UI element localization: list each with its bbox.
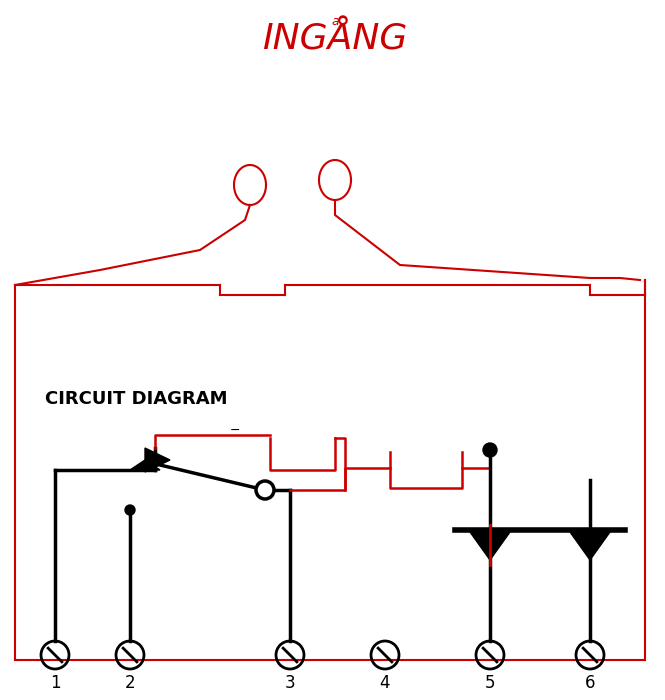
Text: 5: 5 xyxy=(485,674,495,692)
Polygon shape xyxy=(145,448,170,472)
Text: 3: 3 xyxy=(285,674,295,692)
Circle shape xyxy=(125,505,135,515)
Polygon shape xyxy=(470,532,510,560)
Text: 1: 1 xyxy=(50,674,61,692)
Polygon shape xyxy=(570,532,610,560)
Circle shape xyxy=(483,443,497,457)
Text: CIRCUIT DIAGRAM: CIRCUIT DIAGRAM xyxy=(45,390,227,408)
Circle shape xyxy=(256,481,274,499)
Polygon shape xyxy=(130,460,160,470)
Text: a: a xyxy=(331,15,338,28)
Text: 4: 4 xyxy=(380,674,390,692)
Text: 6: 6 xyxy=(585,674,595,692)
Text: INGÅNG: INGÅNG xyxy=(262,22,408,56)
Text: −: − xyxy=(229,424,240,437)
Text: 2: 2 xyxy=(125,674,135,692)
